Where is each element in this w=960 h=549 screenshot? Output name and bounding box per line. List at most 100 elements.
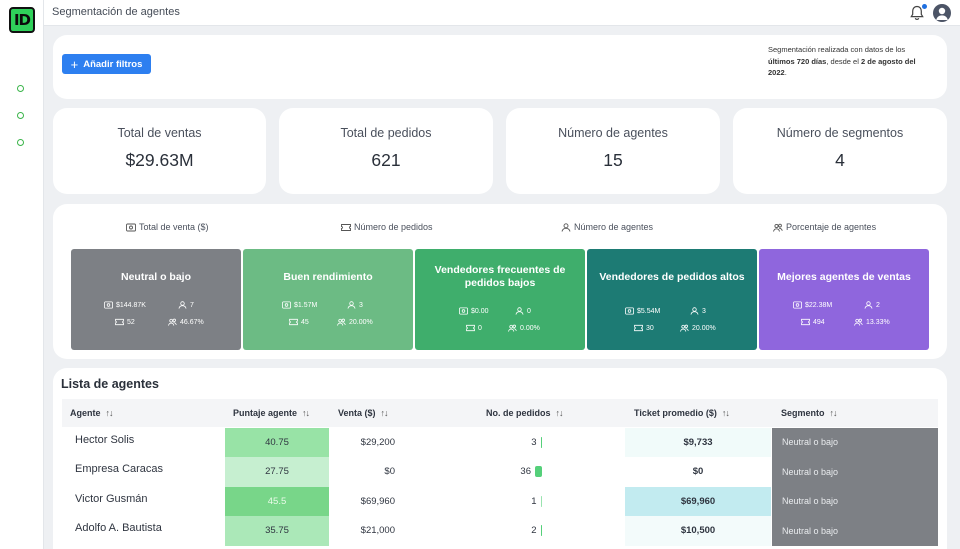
agent-sale: $29,200 [329, 428, 395, 458]
segment-percent: 46.67% [168, 318, 204, 326]
sidebar-nav-dot-1[interactable] [17, 85, 24, 92]
segment-agents-value: 3 [359, 301, 363, 309]
kpi-value: 621 [371, 150, 401, 170]
agent-ticket-text: $9,733 [683, 436, 713, 448]
agent-sale-text: $0 [384, 466, 395, 478]
segment-orders: 0 [466, 324, 482, 332]
money-icon [459, 307, 468, 315]
segment-orders: 494 [801, 318, 825, 326]
segment-sales: $144.87K [104, 301, 146, 309]
segment-agents: 2 [864, 301, 880, 309]
agent-ticket: $0 [625, 457, 771, 487]
segment-agents: 7 [178, 301, 194, 309]
add-filters-button[interactable]: + Añadir filtros [62, 54, 151, 74]
column-header-orders[interactable]: No. de pedidos ↑↓ [486, 408, 564, 418]
user-icon [515, 307, 524, 315]
user-icon [178, 301, 187, 309]
bell-icon[interactable] [909, 5, 925, 21]
table-row[interactable]: Hector Solis 40.75 $29,200 3 $9,733 Neutral o… [62, 427, 938, 458]
agent-ticket-text: $10,500 [680, 525, 716, 537]
ticket-icon [634, 324, 643, 332]
segment-name: Neutral o bajo [120, 270, 191, 283]
segmentation-info: Segmentación realizada con datos de los … [768, 44, 928, 79]
sort-icon[interactable]: ↑↓ [302, 408, 310, 418]
tab-total-sales[interactable]: Total de venta ($) [126, 222, 209, 232]
sort-icon[interactable]: ↑↓ [555, 408, 564, 418]
app-logo[interactable]: ID [9, 7, 35, 33]
agent-segment-text: Neutral o bajo [782, 525, 839, 536]
segment-box-best-sellers[interactable]: Mejores agentes de ventas $22.38M 2 494 … [759, 249, 929, 350]
column-header-sale[interactable]: Venta ($) ↑↓ [338, 408, 389, 418]
agent-segment-text: Neutral o bajo [782, 466, 839, 477]
users-icon [168, 318, 177, 326]
tab-agents[interactable]: Número de agentes [561, 222, 653, 232]
agent-orders-text: 2 [531, 525, 537, 537]
users-icon [337, 318, 346, 326]
segment-box-frequent-low-orders[interactable]: Vendedores frecuentes de pedidos bajos $… [415, 249, 585, 350]
column-header-segment[interactable]: Segmento ↑↓ [781, 408, 838, 418]
tab-label: Número de pedidos [354, 222, 433, 232]
tab-orders[interactable]: Número de pedidos [341, 222, 433, 232]
segment-box-neutral[interactable]: Neutral o bajo $144.87K 7 52 46.67% [71, 249, 241, 350]
table-row[interactable]: Empresa Caracas 27.75 $0 36 $0 Neutral o bajo [62, 457, 938, 487]
segment-percent: 13.33% [854, 318, 890, 326]
tab-agent-percentage[interactable]: Porcentaje de agentes [773, 222, 876, 232]
filters-card [53, 35, 947, 99]
segment-orders: 52 [115, 318, 135, 326]
segment-percent-value: 13.33% [866, 318, 890, 326]
segment-agents-value: 3 [702, 307, 706, 315]
tab-label: Número de agentes [574, 222, 654, 232]
sort-icon[interactable]: ↑↓ [105, 408, 114, 418]
user-icon [864, 301, 873, 309]
segment-sales-value: $1.57M [294, 301, 318, 309]
agent-score-text: 27.75 [265, 466, 289, 478]
ticket-icon [289, 318, 298, 326]
table-row[interactable]: Victor Gusmán 45.5 $69,960 1 $69,960 Neutral … [62, 486, 938, 517]
segment-sales: $1.57M [282, 301, 317, 309]
users-icon [773, 223, 783, 232]
kpi-card-total-orders: Total de pedidos 621 [279, 108, 493, 194]
table-row[interactable]: Adolfo A. Bautista 35.75 $21,000 2 $10,500 Ne… [62, 516, 938, 546]
orders-bar [540, 436, 542, 448]
segment-name: Vendedores de pedidos altos [599, 270, 745, 283]
kpi-card-segments: Número de segmentos 4 [733, 108, 947, 194]
column-label: Agente [70, 408, 101, 418]
agent-name[interactable]: Empresa Caracas [75, 457, 163, 487]
agent-orders: 36 [482, 457, 542, 487]
agent-orders: 3 [482, 428, 542, 458]
column-header-agent[interactable]: Agente ↑↓ [70, 408, 114, 418]
agent-name[interactable]: Adolfo A. Bautista [75, 516, 162, 546]
segment-orders-value: 494 [813, 318, 825, 326]
segment-orders: 30 [634, 324, 654, 332]
agent-ticket-text: $0 [692, 466, 704, 478]
column-header-ticket[interactable]: Ticket promedio ($) ↑↓ [634, 408, 730, 418]
segment-box-high-orders[interactable]: Vendedores de pedidos altos $5.54M 3 30 … [587, 249, 757, 350]
user-avatar[interactable] [933, 4, 951, 22]
agent-name[interactable]: Hector Solis [75, 428, 134, 458]
sidebar-nav-dot-3[interactable] [17, 139, 24, 146]
segment-sales: $0.00 [459, 307, 489, 315]
column-header-score[interactable]: Puntaje agente ↑↓ [233, 408, 310, 418]
segment-orders-value: 45 [301, 318, 309, 326]
kpi-card-total-sales: Total de ventas $29.63M [53, 108, 266, 194]
agent-name[interactable]: Victor Gusmán [75, 487, 148, 517]
agent-ticket: $69,960 [625, 486, 771, 516]
sort-icon[interactable]: ↑↓ [721, 408, 730, 418]
segment-orders-value: 30 [646, 324, 654, 332]
sort-icon[interactable]: ↑↓ [829, 408, 838, 418]
tab-label: Total de venta ($) [139, 222, 209, 232]
agent-segment: Neutral o bajo [772, 516, 938, 546]
kpi-label: Número de segmentos [776, 126, 904, 140]
segment-agents-value: 7 [190, 301, 194, 309]
segment-name: Mejores agentes de ventas [777, 270, 911, 283]
seg-info-prefix: Segmentación realizada con datos de los [768, 45, 906, 54]
agent-ticket: $9,733 [625, 427, 771, 457]
sort-icon[interactable]: ↑↓ [380, 408, 389, 418]
segment-agents: 0 [515, 307, 531, 315]
orders-bar [540, 495, 542, 507]
kpi-value: 4 [835, 150, 845, 170]
segment-box-good-performance[interactable]: Buen rendimiento $1.57M 3 45 20.00% [243, 249, 413, 350]
sidebar-nav-dot-2[interactable] [17, 112, 24, 119]
segment-orders-value: 52 [127, 318, 135, 326]
column-label: Ticket promedio ($) [634, 408, 717, 418]
